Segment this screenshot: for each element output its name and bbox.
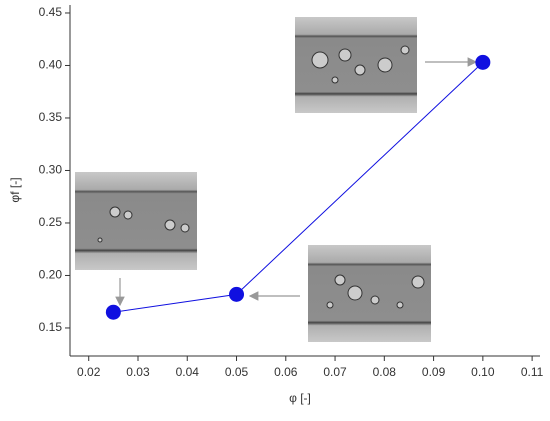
- x-tick-label: 0.10: [471, 365, 495, 379]
- y-tick-label: 0.40: [39, 58, 63, 72]
- x-tick-label: 0.07: [323, 365, 347, 379]
- point: [105, 304, 121, 320]
- x-tick-label: 0.05: [225, 365, 249, 379]
- inset-image: [308, 245, 431, 342]
- x-tick-label: 0.02: [77, 365, 101, 379]
- y-tick-label: 0.45: [39, 5, 63, 19]
- y-tick-label: 0.30: [39, 163, 63, 177]
- x-axis-label: φ [-]: [289, 391, 311, 405]
- x-tick-label: 0.11: [521, 365, 544, 379]
- y-tick-label: 0.35: [39, 110, 63, 124]
- x-tick-label: 0.09: [422, 365, 446, 379]
- y-tick-label: 0.15: [39, 320, 63, 334]
- point: [475, 54, 491, 70]
- y-axis-label: φf [-]: [8, 177, 22, 202]
- y-tick-label: 0.20: [39, 268, 63, 282]
- inset-image: [75, 172, 197, 270]
- x-tick-label: 0.06: [274, 365, 298, 379]
- point: [229, 286, 245, 302]
- x-tick-label: 0.08: [373, 365, 397, 379]
- inset-image: [295, 17, 417, 113]
- y-tick-label: 0.25: [39, 215, 63, 229]
- x-tick-label: 0.04: [176, 365, 200, 379]
- x-tick-label: 0.03: [126, 365, 150, 379]
